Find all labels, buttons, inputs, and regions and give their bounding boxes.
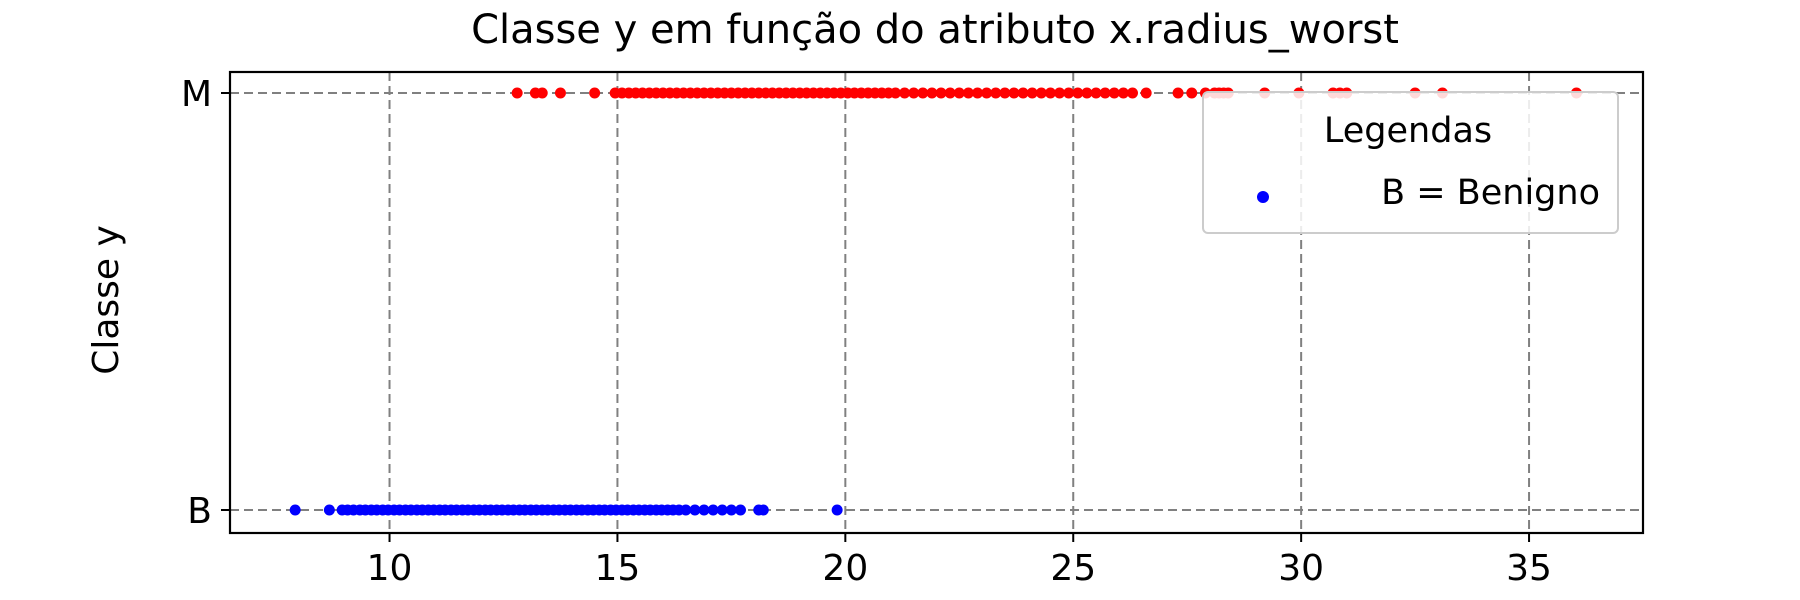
benigno-point	[735, 504, 747, 516]
legend-entry-benigno: B = Benigno	[1381, 173, 1600, 213]
maligno-point	[1044, 87, 1056, 99]
maligno-point	[1026, 87, 1038, 99]
maligno-point	[981, 87, 993, 99]
maligno-point	[1090, 87, 1102, 99]
x-tick-label: 10	[367, 548, 413, 589]
x-tick-label: 25	[1050, 548, 1096, 589]
maligno-point	[990, 87, 1002, 99]
maligno-point	[917, 87, 929, 99]
maligno-point	[1117, 87, 1129, 99]
benigno-point	[831, 504, 843, 516]
maligno-point	[962, 87, 974, 99]
maligno-point	[1063, 87, 1075, 99]
benigno-point	[707, 504, 719, 516]
maligno-point	[1072, 87, 1084, 99]
benigno-point	[289, 504, 301, 516]
maligno-point	[589, 87, 601, 99]
x-tick-label: 30	[1278, 548, 1324, 589]
maligno-point	[926, 87, 938, 99]
y-tick-label: M	[181, 74, 212, 115]
x-tick-label: 20	[822, 548, 868, 589]
benigno-point	[725, 504, 737, 516]
benigno-point	[323, 504, 335, 516]
maligno-point	[1172, 87, 1184, 99]
x-tick-label: 15	[595, 548, 641, 589]
y-tick-label: B	[187, 491, 212, 532]
chart-title: Classe y em função do atributo x.radius_…	[471, 7, 1399, 53]
benigno-point	[716, 504, 728, 516]
plot-frame	[228, 70, 1645, 535]
maligno-point	[554, 87, 566, 99]
maligno-point	[908, 87, 920, 99]
maligno-point	[1099, 87, 1111, 99]
maligno-point	[511, 87, 523, 99]
legend-marker-benigno	[1257, 191, 1269, 203]
x-tick-label: 35	[1506, 548, 1552, 589]
benigno-point	[757, 504, 769, 516]
maligno-point	[889, 87, 901, 99]
maligno-point	[1054, 87, 1066, 99]
maligno-point	[935, 87, 947, 99]
maligno-point	[1186, 87, 1198, 99]
points-layer	[289, 87, 1582, 516]
maligno-point	[1126, 87, 1138, 99]
maligno-point	[1035, 87, 1047, 99]
ticks-layer: 10 15 20 25 30 35 B M	[181, 74, 1552, 589]
benigno-point	[698, 504, 710, 516]
legend: Legendas B = Benigno	[1202, 91, 1619, 234]
maligno-point	[999, 87, 1011, 99]
benigno-point	[689, 504, 701, 516]
maligno-point	[1108, 87, 1120, 99]
benigno-point	[680, 504, 692, 516]
maligno-point	[1017, 87, 1029, 99]
maligno-point	[899, 87, 911, 99]
maligno-point	[1140, 87, 1152, 99]
legend-box	[1202, 91, 1619, 234]
maligno-point	[944, 87, 956, 99]
maligno-point	[1008, 87, 1020, 99]
y-axis-label: Classe y	[86, 225, 127, 375]
maligno-point	[953, 87, 965, 99]
maligno-point	[536, 87, 548, 99]
legend-title: Legendas	[1324, 111, 1492, 151]
maligno-point	[972, 87, 984, 99]
maligno-point	[1081, 87, 1093, 99]
